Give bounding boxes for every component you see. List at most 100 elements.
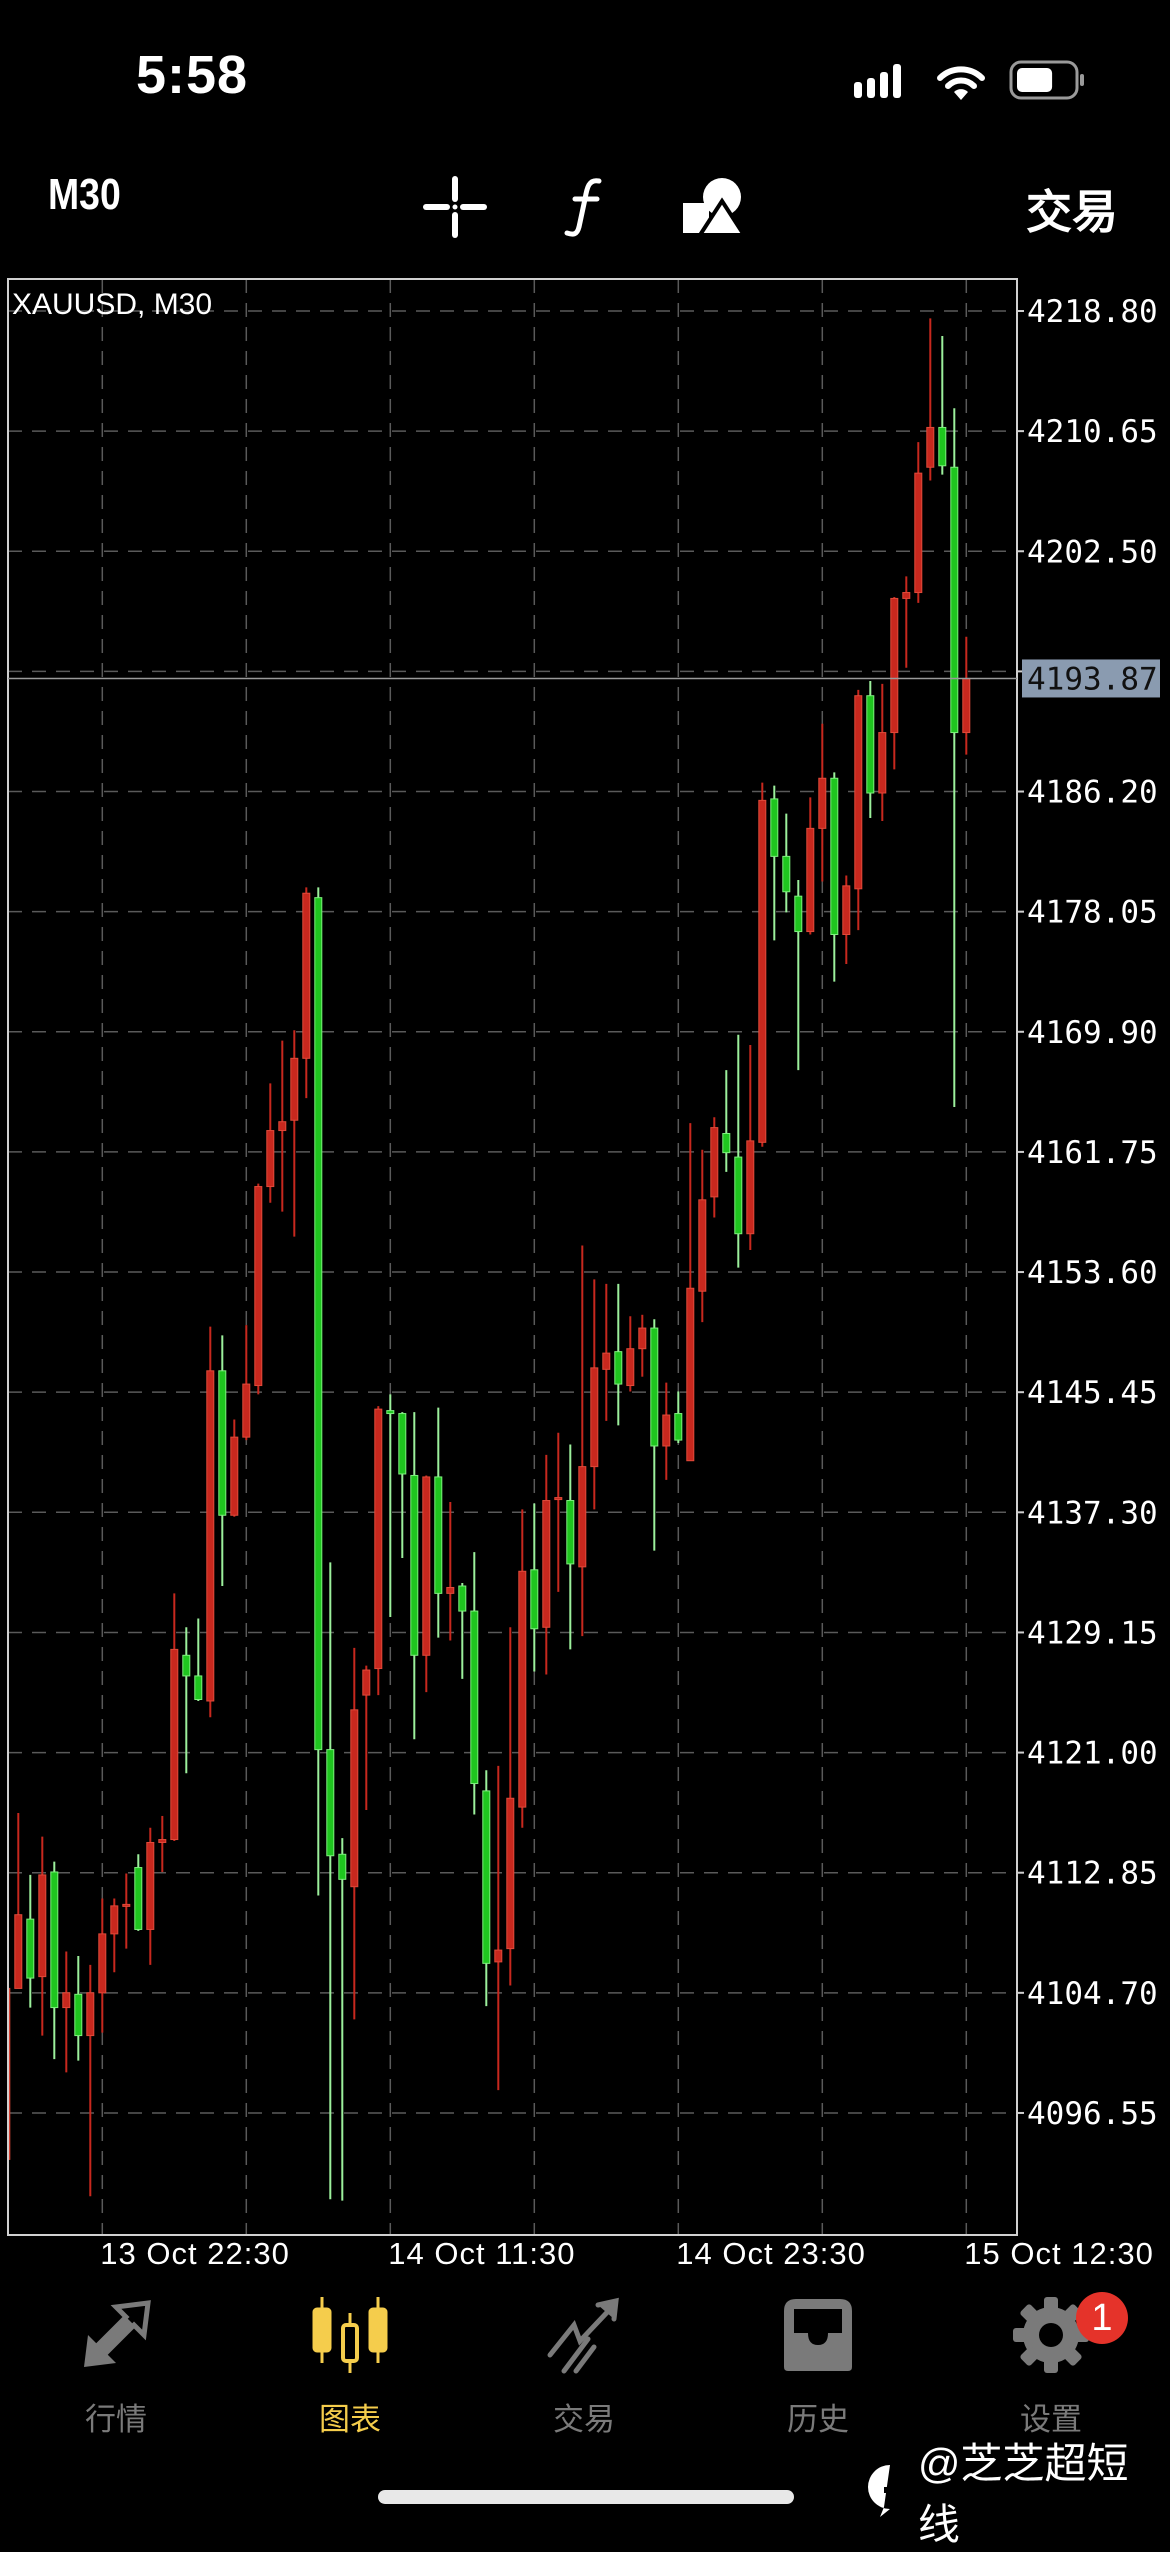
nav-quotes[interactable]: 行情 [26,2295,206,2439]
candle-bearish [74,1955,83,2061]
candle-bullish [290,1030,299,1237]
candle-body [122,1903,131,1907]
candle-body [830,777,839,936]
candle-body [86,1992,95,2037]
candle-bullish [926,318,935,481]
candle-body [110,1905,119,1935]
nav-history[interactable]: 历史 [728,2295,908,2439]
candle-bullish [206,1326,215,1718]
candle-body [434,1476,443,1594]
candle-bearish [530,1503,539,1672]
watermark-text: @芝芝超短线 [917,2440,1129,2548]
candle-body [794,895,803,933]
candle-body [338,1853,347,1880]
crosshair-icon[interactable] [420,175,490,239]
candle-bullish [254,1183,263,1395]
candle-bearish [398,1412,407,1559]
price-tick-label: 4169.90 [1027,1015,1158,1051]
candle-bullish [890,596,899,770]
candle-body [26,1918,35,1979]
candle-body [710,1127,719,1198]
candle-bullish [878,683,887,822]
candle-bearish [650,1319,659,1551]
candle-bullish [242,1325,251,1441]
status-time: 5:58 [136,45,249,105]
candle-body [98,1933,107,1994]
candle-body [458,1585,467,1612]
candle-bearish [458,1583,467,1679]
watermark: @芝芝超短线 [866,2430,1170,2552]
price-tick-label: 4153.60 [1027,1255,1158,1291]
current-price-label: 4193.87 [1027,661,1158,697]
candle-body [506,1797,515,1950]
candle-bullish [698,1149,707,1323]
nav-chart[interactable]: 图表 [260,2295,440,2439]
candle-body [410,1474,419,1656]
signal-icon [854,64,901,98]
timeframe-selector[interactable]: M30 [48,170,121,219]
candle-body [578,1466,587,1568]
candle-bullish [62,1951,71,2073]
candle-body [950,466,959,734]
candle-bullish [710,1117,719,1218]
nav-settings[interactable]: 设置 [961,2295,1141,2439]
candle-body [518,1570,527,1808]
candle-bearish [950,408,959,1107]
candle-bullish [806,797,815,935]
candle-bullish [422,1475,431,1693]
candle-body [254,1186,263,1387]
candle-bullish [38,1836,47,2036]
candle-body [374,1408,383,1670]
price-tick-label: 4112.85 [1027,1856,1158,1892]
indicator-f-icon[interactable] [555,175,615,239]
candle-bearish [134,1854,143,1931]
trade-trend-icon [547,2297,619,2374]
candle-body [662,1414,671,1447]
candle-body [566,1500,575,1565]
candle-bullish [350,1647,359,2020]
candle-bearish [338,1838,347,2201]
candle-body [614,1351,623,1385]
candles [8,318,971,2201]
time-tick-label: 15 Oct 12:30 [964,2236,1154,2271]
price-axis: 4218.80 4210.65 4202.50 4186.20 4178.05 4169.… [1017,294,1160,2132]
candle-body [890,597,899,734]
time-tick-label: 14 Oct 11:30 [388,2236,576,2271]
candle-body [842,885,851,936]
candle-body [422,1476,431,1656]
candle-body [962,677,971,734]
candle-bullish [122,1873,131,1949]
candle-body [482,1790,491,1964]
home-indicator[interactable] [378,2490,794,2504]
candle-bullish [14,1813,23,1989]
candle-bullish [302,887,311,1099]
candle-bearish [386,1394,395,1617]
candle-bullish [506,1627,515,1986]
trade-button[interactable]: 交易 [1026,186,1118,238]
chart-symbol-label: XAUUSD, M30 [12,288,212,321]
candle-body [38,1874,47,1978]
candle-bullish [362,1665,371,1811]
candle-body [650,1327,659,1447]
candle-bearish [326,1562,335,2200]
candle-body [902,592,911,599]
candle-body [602,1352,611,1370]
nav-trade[interactable]: 交易 [494,2295,674,2439]
candle-body [170,1648,179,1841]
candle-body [674,1413,683,1441]
candle-bullish [446,1501,455,1641]
notification-badge: 1 [1076,2292,1128,2344]
price-chart[interactable]: 4218.80 4210.65 4202.50 4186.20 4178.05 4169.… [0,270,1170,2260]
candle-body [638,1327,647,1350]
price-tick-label: 4202.50 [1027,534,1158,570]
candle-body [62,1992,71,2009]
objects-shapes-icon[interactable] [680,175,750,239]
candle-body [494,1949,503,1963]
candle-bullish [518,1509,527,1828]
settings-gear-icon [1013,2297,1089,2373]
candle-bearish [614,1283,623,1426]
candle-bullish [962,636,971,755]
candle-bearish [26,1874,35,2008]
time-tick-label: 13 Oct 22:30 [100,2236,290,2271]
candle-body [818,777,827,829]
